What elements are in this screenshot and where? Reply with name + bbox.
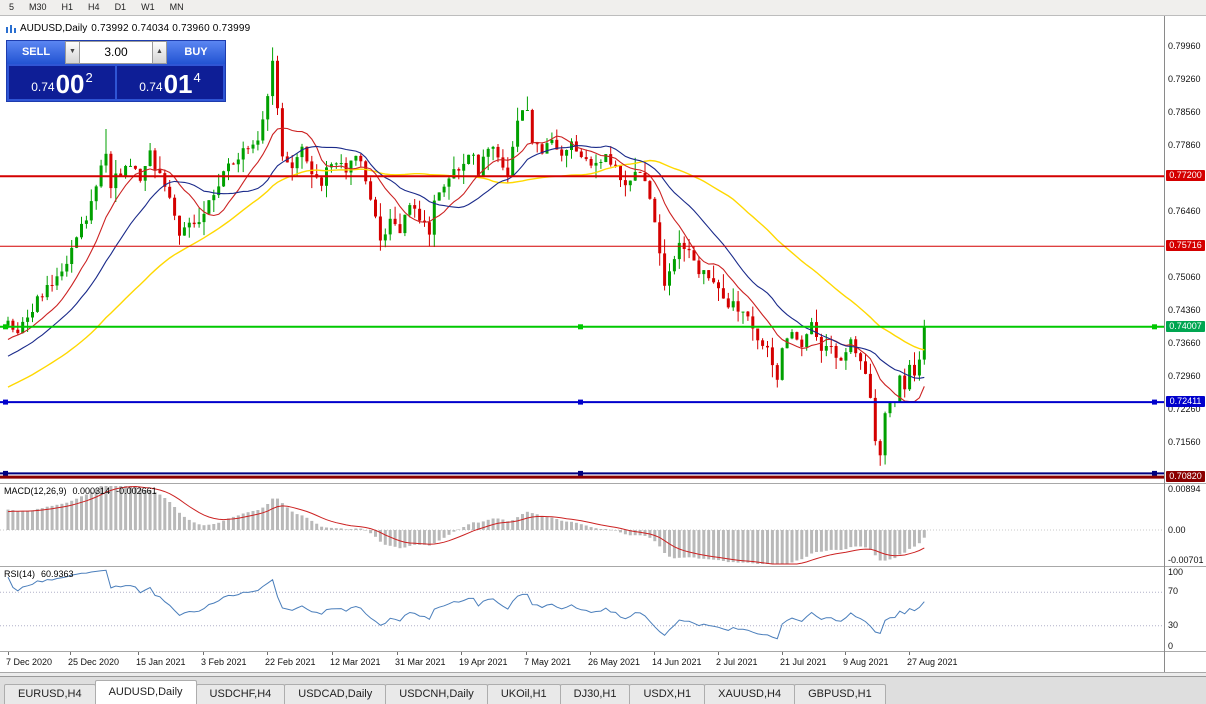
- volume-decrease-button[interactable]: ▼: [65, 41, 80, 64]
- chart-bottom-separator: [0, 672, 1206, 673]
- one-click-trading-panel: SELL ▼ 3.00 ▲ BUY 0.74 00 2 0.74 01 4: [6, 40, 226, 102]
- buy-price-sup: 4: [193, 70, 201, 85]
- timeframe-button-h4[interactable]: H4: [88, 2, 100, 12]
- chart-title: AUDUSD,Daily 0.73992 0.74034 0.73960 0.7…: [6, 23, 250, 34]
- rsi-value: 60.9363: [41, 569, 74, 579]
- tab-usdx-h1[interactable]: USDX,H1: [629, 684, 706, 704]
- sell-price-main: 0.74: [31, 80, 55, 94]
- sell-price-big: 00: [55, 69, 85, 99]
- buy-price-main: 0.74: [139, 80, 163, 94]
- chart-background: [0, 16, 1206, 672]
- sell-button[interactable]: SELL: [7, 41, 65, 64]
- timeframe-button-m30[interactable]: M30: [29, 2, 47, 12]
- sell-price-sup: 2: [85, 70, 93, 85]
- timeframe-button-5[interactable]: 5: [9, 2, 15, 12]
- tab-usdchf-h4[interactable]: USDCHF,H4: [195, 684, 286, 704]
- rsi-label: RSI(14) 60.9363: [4, 569, 74, 579]
- macd-value-signal: -0.002661: [116, 486, 157, 496]
- macd-panel-separator: [0, 483, 1206, 484]
- timeframe-toolbar: 5 M30 H1 H4 D1 W1 MN: [0, 0, 1206, 16]
- tab-gbpusd-h1[interactable]: GBPUSD,H1: [794, 684, 886, 704]
- macd-value-main: 0.000314: [72, 486, 111, 496]
- tab-ukoil-h1[interactable]: UKOil,H1: [486, 684, 561, 704]
- chart-symbol-label: AUDUSD,Daily: [20, 23, 88, 34]
- tab-xauusd-h4[interactable]: XAUUSD,H4: [704, 684, 796, 704]
- macd-name: MACD(12,26,9): [4, 486, 67, 496]
- symbol-tabs-bar: EURUSD,H4 AUDUSD,Daily USDCHF,H4 USDCAD,Dai…: [0, 676, 1206, 704]
- tab-dj30-h1[interactable]: DJ30,H1: [559, 684, 631, 704]
- date-axis-separator: [0, 651, 1206, 652]
- buy-price-big: 01: [163, 69, 193, 99]
- tab-usdcad-daily[interactable]: USDCAD,Daily: [284, 684, 387, 704]
- volume-input[interactable]: 3.00: [80, 41, 152, 64]
- sell-price-display[interactable]: 0.74 00 2: [9, 66, 115, 99]
- rsi-panel-canvas[interactable]: [0, 567, 1164, 651]
- buy-price-display[interactable]: 0.74 01 4: [117, 66, 223, 99]
- rsi-line: [7, 569, 925, 640]
- price-axis-separator: [1164, 16, 1165, 672]
- macd-histogram: [6, 486, 926, 564]
- horizontal-level-lines: [0, 175, 1164, 479]
- main-chart-canvas[interactable]: [0, 16, 1164, 483]
- rsi-panel-separator: [0, 566, 1206, 567]
- tab-usdcnh-daily[interactable]: USDCNH,Daily: [385, 684, 488, 704]
- buy-button[interactable]: BUY: [167, 41, 225, 64]
- tab-audusd-daily[interactable]: AUDUSD,Daily: [94, 680, 197, 704]
- timeframe-button-d1[interactable]: D1: [114, 2, 127, 12]
- timeframe-button-mn[interactable]: MN: [169, 2, 184, 12]
- volume-increase-button[interactable]: ▲: [152, 41, 167, 64]
- macd-panel-canvas[interactable]: [0, 484, 1164, 566]
- chart-ohlc-values: 0.73992 0.74034 0.73960 0.73999: [91, 23, 251, 34]
- timeframe-button-h1[interactable]: H1: [61, 2, 74, 12]
- timeframe-button-w1[interactable]: W1: [141, 2, 155, 12]
- macd-signal-line: [7, 485, 925, 565]
- macd-label: MACD(12,26,9) 0.000314 -0.002661: [4, 486, 157, 496]
- chart-icon: [6, 24, 16, 33]
- rsi-name: RSI(14): [4, 569, 36, 579]
- tab-eurusd-h4[interactable]: EURUSD,H4: [4, 684, 96, 704]
